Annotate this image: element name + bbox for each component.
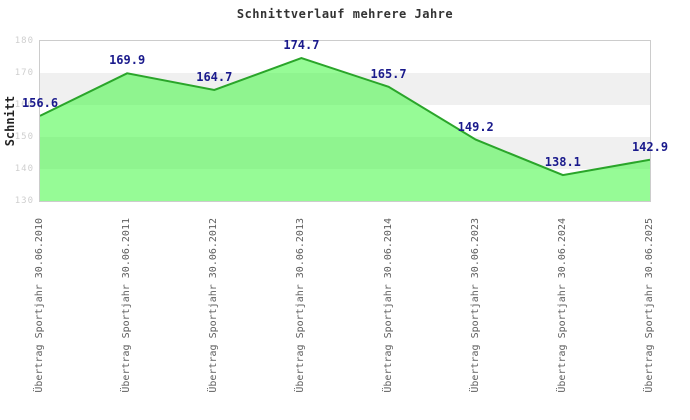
area-series bbox=[40, 56, 650, 201]
y-tick-label: 160 bbox=[14, 100, 34, 110]
y-tick-label: 180 bbox=[14, 36, 34, 46]
value-label: 138.1 bbox=[544, 155, 581, 170]
area-line bbox=[40, 56, 650, 177]
x-category-label: Übertrag Sportjahr 30.06.2010 bbox=[34, 218, 45, 393]
x-category-label: Übertrag Sportjahr 30.06.2012 bbox=[208, 218, 220, 393]
x-category-label: Übertrag Sportjahr 30.06.2024 bbox=[556, 218, 568, 393]
value-label: 142.9 bbox=[631, 139, 669, 154]
area-fill bbox=[40, 58, 650, 201]
chart-title: Schnittverlauf mehrere Jahre bbox=[236, 7, 454, 21]
x-category-label: Übertrag Sportjahr 30.06.2011 bbox=[121, 218, 133, 393]
value-label: 169.9 bbox=[109, 53, 146, 68]
y-tick-label: 140 bbox=[14, 164, 34, 174]
plot-area bbox=[39, 40, 651, 202]
grid-band bbox=[40, 41, 650, 73]
x-category-label: Übertrag Sportjahr 30.06.2013 bbox=[295, 218, 307, 393]
y-tick-label: 150 bbox=[14, 132, 34, 142]
x-category-label: Übertrag Sportjahr 30.06.2023 bbox=[469, 218, 481, 393]
value-label: 156.6 bbox=[21, 95, 59, 110]
y-tick-label: 130 bbox=[14, 196, 34, 206]
value-label: 164.7 bbox=[196, 69, 233, 84]
x-category-label: Übertrag Sportjahr 30.06.2014 bbox=[382, 218, 394, 393]
value-label: 174.7 bbox=[283, 37, 320, 52]
y-axis-label: Schnitt bbox=[3, 95, 17, 147]
value-label: 165.7 bbox=[370, 66, 407, 81]
y-tick-label: 170 bbox=[14, 68, 34, 78]
value-label: 149.2 bbox=[457, 119, 494, 134]
x-category-label: Übertrag Sportjahr 30.06.2025 bbox=[644, 218, 655, 393]
